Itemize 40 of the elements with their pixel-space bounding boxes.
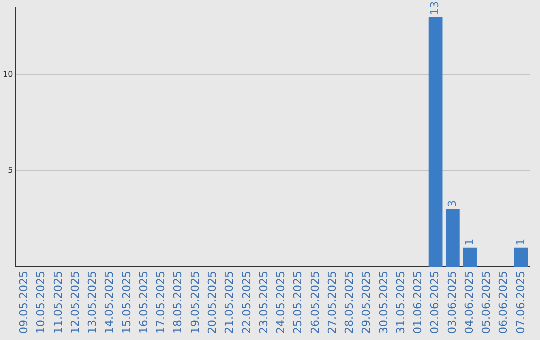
- x-tick-label: 19.05.2025: [188, 271, 202, 334]
- x-tick-label: 24.05.2025: [274, 271, 288, 334]
- data-label: 1: [462, 238, 476, 246]
- x-tick-label: 30.05.2025: [377, 271, 390, 334]
- x-tick-label: 03.06.2025: [446, 271, 459, 334]
- x-tick-label: 26.05.2025: [308, 271, 322, 334]
- x-tick-label: 06.06.2025: [497, 271, 510, 334]
- x-tick-label: 14.05.2025: [103, 271, 116, 334]
- x-tick-label: 17.05.2025: [154, 271, 168, 334]
- x-tick-label: 20.05.2025: [206, 271, 220, 334]
- x-tick-label: 16.05.2025: [137, 271, 150, 334]
- data-label: 1: [514, 238, 528, 246]
- data-label: 3: [446, 200, 459, 208]
- x-tick-label: 09.05.2025: [18, 271, 31, 334]
- x-tick-label: 25.05.2025: [292, 271, 305, 334]
- x-tick-label: 13.05.2025: [86, 271, 100, 334]
- x-tick-label: 12.05.2025: [68, 271, 82, 334]
- x-tick-label: 07.06.2025: [514, 271, 528, 334]
- x-tick-label: 18.05.2025: [172, 271, 185, 334]
- data-label: 13: [428, 1, 442, 16]
- bar: [514, 248, 528, 268]
- x-tick-label: 23.05.2025: [257, 271, 270, 334]
- x-tick-label: 31.05.2025: [394, 271, 408, 334]
- x-tick-label: 05.06.2025: [480, 271, 494, 334]
- x-tick-label: 11.05.2025: [52, 271, 65, 334]
- x-tick-label: 15.05.2025: [120, 271, 134, 334]
- y-tick-label: 10: [2, 70, 14, 80]
- bar: [428, 17, 443, 268]
- x-tick-label: 10.05.2025: [34, 271, 48, 334]
- y-tick-label: 5: [8, 166, 14, 176]
- x-tick-label: 29.05.2025: [360, 271, 374, 334]
- x-tick-label: 27.05.2025: [326, 271, 339, 334]
- x-tick-label: 21.05.2025: [223, 271, 236, 334]
- bar: [446, 209, 460, 268]
- x-tick-label: 01.06.2025: [412, 271, 425, 334]
- x-tick-label: 22.05.2025: [240, 271, 254, 334]
- x-tick-label: 28.05.2025: [343, 271, 356, 334]
- x-tick-label: 04.06.2025: [462, 271, 476, 334]
- bar: [463, 248, 477, 268]
- x-tick-label: 02.06.2025: [428, 271, 442, 334]
